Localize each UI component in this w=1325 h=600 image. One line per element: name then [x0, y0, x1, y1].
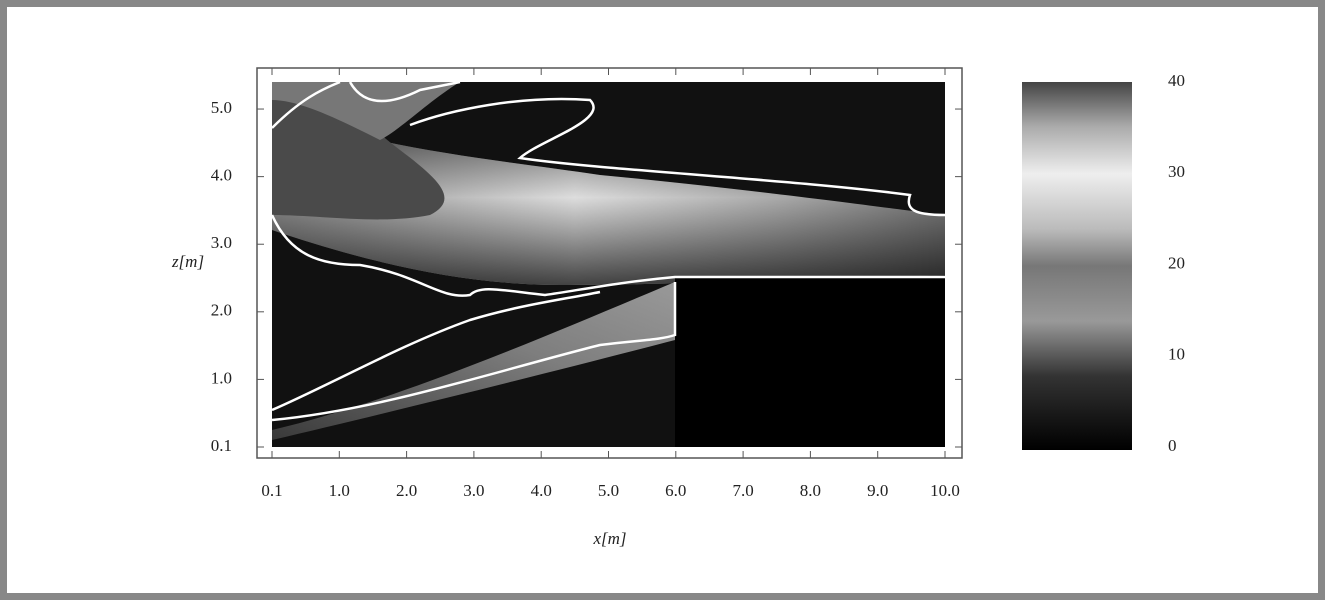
y-tick-label: 1.0	[211, 368, 232, 387]
x-tick-label: 8.0	[800, 481, 821, 500]
y-tick-label: 3.0	[211, 233, 232, 252]
colorbar	[1022, 82, 1132, 450]
colorbar-tick-label: 10	[1168, 345, 1185, 364]
plot-frame	[256, 67, 963, 459]
x-tick-label: 4.0	[531, 481, 552, 500]
x-tick-label: 2.0	[396, 481, 417, 500]
x-tick-label: 7.0	[732, 481, 753, 500]
colorbar-tick-label: 0	[1168, 436, 1177, 455]
y-tick-label: 5.0	[211, 98, 232, 117]
y-axis-label: z[m]	[171, 252, 204, 271]
y-tick-label: 0.1	[211, 436, 232, 455]
x-axis-label: x[m]	[592, 529, 626, 548]
colorbar-tick-label: 40	[1168, 71, 1185, 90]
y-tick-label: 2.0	[211, 301, 232, 320]
field	[272, 82, 945, 447]
colorbar-tick-label: 20	[1168, 253, 1185, 272]
x-tick-label: 6.0	[665, 481, 686, 500]
x-tick-label: 3.0	[463, 481, 484, 500]
x-tick-label: 10.0	[930, 481, 960, 500]
x-tick-label: 5.0	[598, 481, 619, 500]
colorbar-tick-label: 30	[1168, 162, 1185, 181]
y-tick-label: 4.0	[211, 166, 232, 185]
x-tick-label: 0.1	[261, 481, 282, 500]
x-tick-label: 9.0	[867, 481, 888, 500]
x-tick-label: 1.0	[329, 481, 350, 500]
